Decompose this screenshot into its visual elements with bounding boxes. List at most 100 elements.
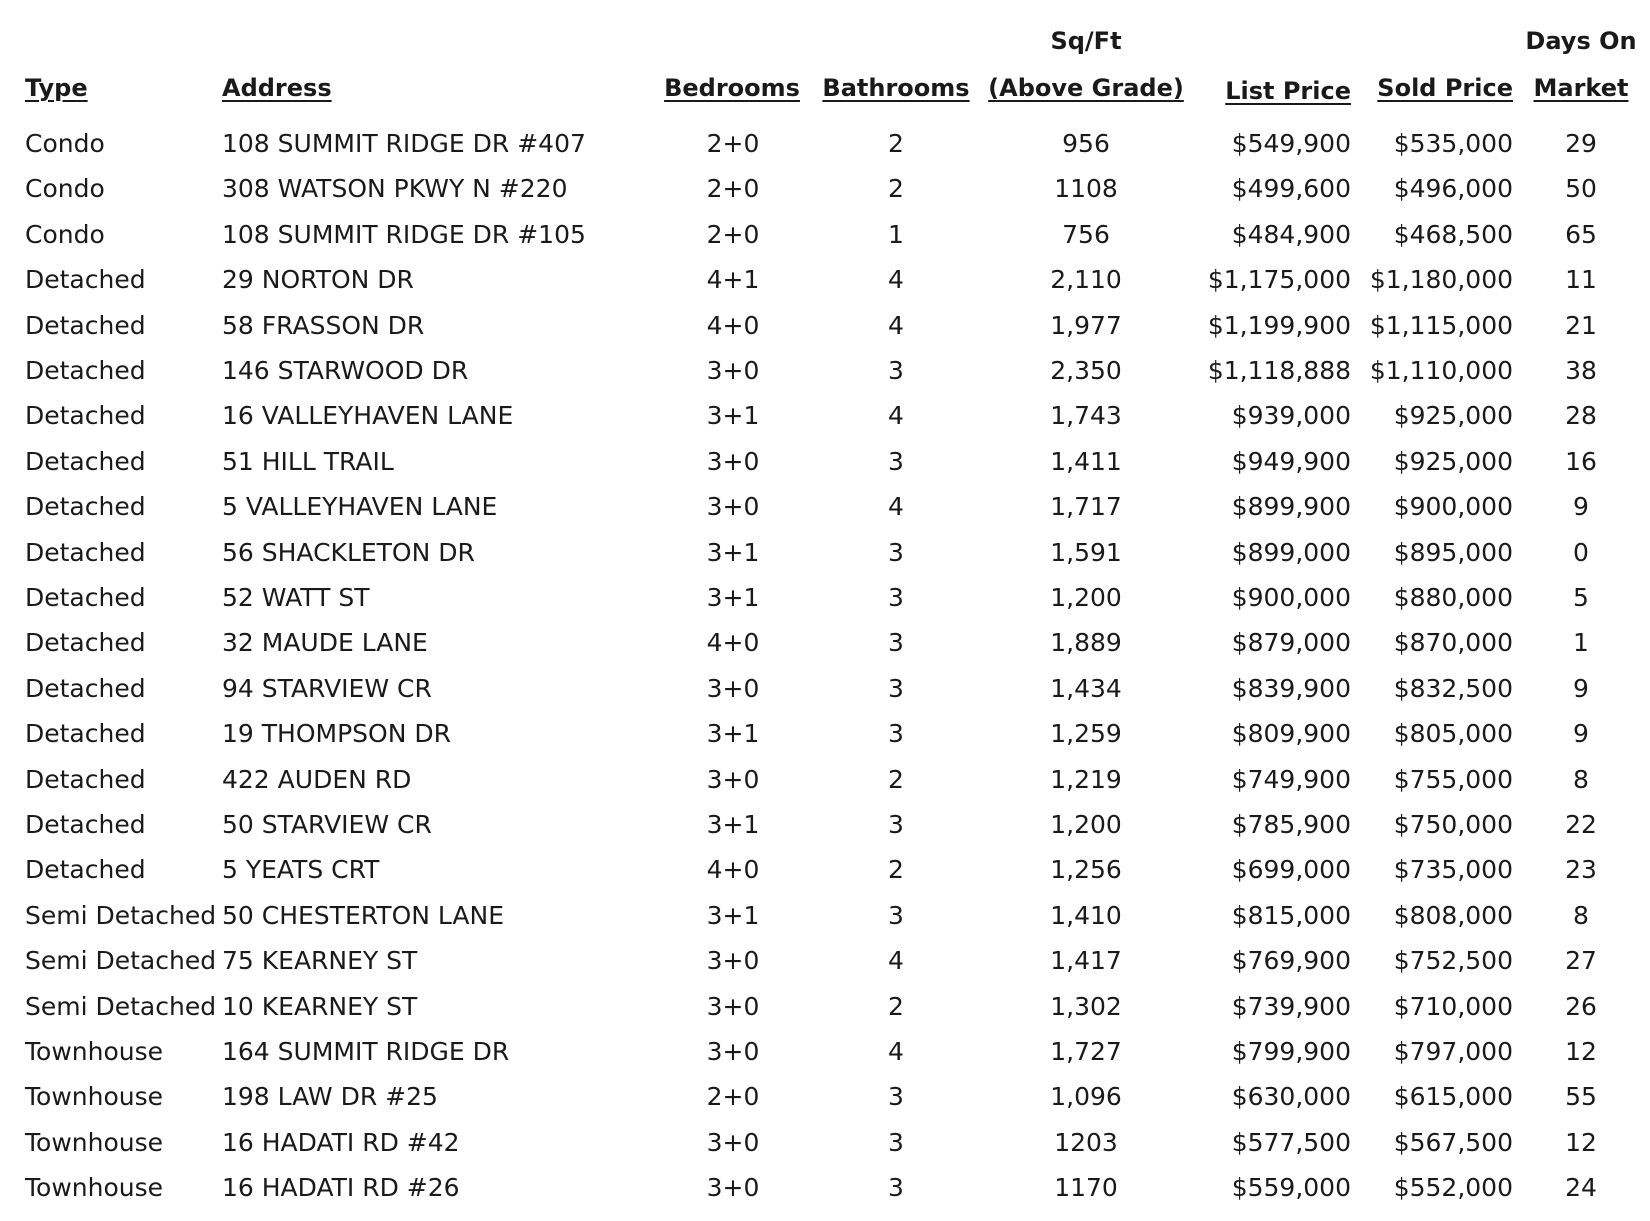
cell-address: 164 SUMMIT RIDGE DR xyxy=(222,1037,510,1066)
cell-list-price: $799,900 xyxy=(1231,1037,1351,1066)
cell-sold-price: $925,000 xyxy=(1393,401,1513,431)
cell-sqft: 1,259 xyxy=(1050,719,1122,749)
cell-list-price: $949,900 xyxy=(1231,446,1351,476)
cell-bathrooms: 4 xyxy=(888,946,904,976)
cell-sqft: 1,200 xyxy=(1050,583,1122,612)
cell-sqft: 1170 xyxy=(1054,1173,1118,1203)
cell-sold-price: $832,500 xyxy=(1393,673,1513,703)
cell-bedrooms: 2+0 xyxy=(706,219,760,249)
cell-list-price: $739,900 xyxy=(1231,991,1351,1021)
cell-type: Detached xyxy=(25,401,146,431)
cell-sold-price: $1,180,000 xyxy=(1369,265,1513,295)
cell-sold-price: $535,000 xyxy=(1393,129,1513,158)
cell-address: 16 HADATI RD #42 xyxy=(222,1127,460,1157)
cell-dom: 8 xyxy=(1573,764,1589,794)
cell-address: 16 VALLEYHAVEN LANE xyxy=(222,401,514,431)
cell-dom: 12 xyxy=(1565,1127,1597,1157)
cell-sold-price: $496,000 xyxy=(1393,174,1513,204)
cell-sold-price: $1,110,000 xyxy=(1369,356,1513,385)
cell-address: 58 FRASSON DR xyxy=(222,310,425,340)
cell-bathrooms: 3 xyxy=(888,1127,904,1157)
cell-sold-price: $1,115,000 xyxy=(1369,310,1513,340)
cell-address: 198 LAW DR #25 xyxy=(222,1082,438,1112)
cell-type: Detached xyxy=(25,537,146,567)
cell-list-price: $484,900 xyxy=(1231,219,1351,249)
cell-address: 50 CHESTERTON LANE xyxy=(222,900,504,930)
cell-list-price: $559,000 xyxy=(1231,1173,1351,1203)
cell-bedrooms: 2+0 xyxy=(706,129,760,158)
cell-sold-price: $808,000 xyxy=(1393,900,1513,930)
cell-bathrooms: 4 xyxy=(888,265,904,295)
cell-bathrooms: 2 xyxy=(888,991,904,1021)
cell-sqft: 756 xyxy=(1062,219,1110,249)
header-sqft-line1: Sq/Ft xyxy=(1050,27,1122,55)
cell-bathrooms: 4 xyxy=(888,1037,904,1066)
header-address: Address xyxy=(222,74,332,102)
cell-dom: 9 xyxy=(1573,492,1589,522)
cell-type: Detached xyxy=(25,492,146,522)
cell-list-price: $879,000 xyxy=(1231,628,1351,658)
cell-bathrooms: 2 xyxy=(888,855,904,885)
cell-type: Detached xyxy=(25,356,146,385)
cell-bathrooms: 3 xyxy=(888,1082,904,1112)
cell-type: Detached xyxy=(25,719,146,749)
cell-sqft: 1,889 xyxy=(1050,628,1122,658)
header-list-price: List Price xyxy=(1225,77,1351,105)
cell-dom: 9 xyxy=(1573,719,1589,749)
cell-sold-price: $797,000 xyxy=(1393,1037,1513,1066)
cell-dom: 21 xyxy=(1565,310,1597,340)
cell-dom: 28 xyxy=(1565,401,1597,431)
cell-sqft: 1,410 xyxy=(1050,900,1122,930)
header-dom-line2: Market xyxy=(1533,74,1629,102)
cell-sqft: 956 xyxy=(1062,129,1110,158)
header-dom-line1: Days On xyxy=(1525,27,1637,55)
cell-sqft: 1,591 xyxy=(1050,537,1122,567)
cell-bathrooms: 3 xyxy=(888,628,904,658)
cell-sold-price: $805,000 xyxy=(1393,719,1513,749)
cell-address: 108 SUMMIT RIDGE DR #407 xyxy=(222,129,586,158)
cell-address: 50 STARVIEW CR xyxy=(222,810,432,839)
cell-dom: 5 xyxy=(1573,583,1589,612)
cell-dom: 50 xyxy=(1565,174,1597,204)
cell-sqft: 1108 xyxy=(1054,174,1118,204)
cell-list-price: $1,199,900 xyxy=(1207,310,1351,340)
cell-type: Detached xyxy=(25,628,146,658)
cell-list-price: $900,000 xyxy=(1231,583,1351,612)
cell-sold-price: $735,000 xyxy=(1393,855,1513,885)
cell-bedrooms: 3+1 xyxy=(706,719,760,749)
cell-sold-price: $552,000 xyxy=(1393,1173,1513,1203)
cell-dom: 27 xyxy=(1565,946,1597,976)
cell-type: Detached xyxy=(25,810,146,839)
cell-address: 5 VALLEYHAVEN LANE xyxy=(222,492,498,522)
cell-sold-price: $895,000 xyxy=(1393,537,1513,567)
cell-sqft: 1,411 xyxy=(1050,446,1122,476)
cell-bathrooms: 3 xyxy=(888,583,904,612)
cell-sqft: 1,096 xyxy=(1050,1082,1122,1112)
cell-list-price: $1,118,888 xyxy=(1207,356,1351,385)
cell-sold-price: $900,000 xyxy=(1393,492,1513,522)
cell-sold-price: $567,500 xyxy=(1393,1127,1513,1157)
cell-bathrooms: 4 xyxy=(888,310,904,340)
cell-list-price: $809,900 xyxy=(1231,719,1351,749)
cell-address: 75 KEARNEY ST xyxy=(222,946,418,976)
cell-dom: 11 xyxy=(1565,265,1597,295)
cell-dom: 12 xyxy=(1565,1037,1597,1066)
cell-address: 16 HADATI RD #26 xyxy=(222,1173,460,1203)
cell-dom: 29 xyxy=(1565,129,1597,158)
cell-bathrooms: 4 xyxy=(888,492,904,522)
cell-bedrooms: 2+0 xyxy=(706,174,760,204)
cell-dom: 38 xyxy=(1565,356,1597,385)
cell-bedrooms: 3+1 xyxy=(706,583,760,612)
header-sqft-line2: (Above Grade) xyxy=(988,74,1184,102)
cell-sold-price: $710,000 xyxy=(1393,991,1513,1021)
cell-list-price: $1,175,000 xyxy=(1207,265,1351,295)
cell-list-price: $499,600 xyxy=(1231,174,1351,204)
cell-sold-price: $750,000 xyxy=(1393,810,1513,839)
cell-sold-price: $615,000 xyxy=(1393,1082,1513,1112)
cell-list-price: $699,000 xyxy=(1231,855,1351,885)
cell-dom: 16 xyxy=(1565,446,1597,476)
cell-bathrooms: 3 xyxy=(888,446,904,476)
cell-sqft: 2,350 xyxy=(1050,356,1122,385)
cell-sqft: 1,743 xyxy=(1050,401,1122,431)
cell-type: Condo xyxy=(25,219,105,249)
